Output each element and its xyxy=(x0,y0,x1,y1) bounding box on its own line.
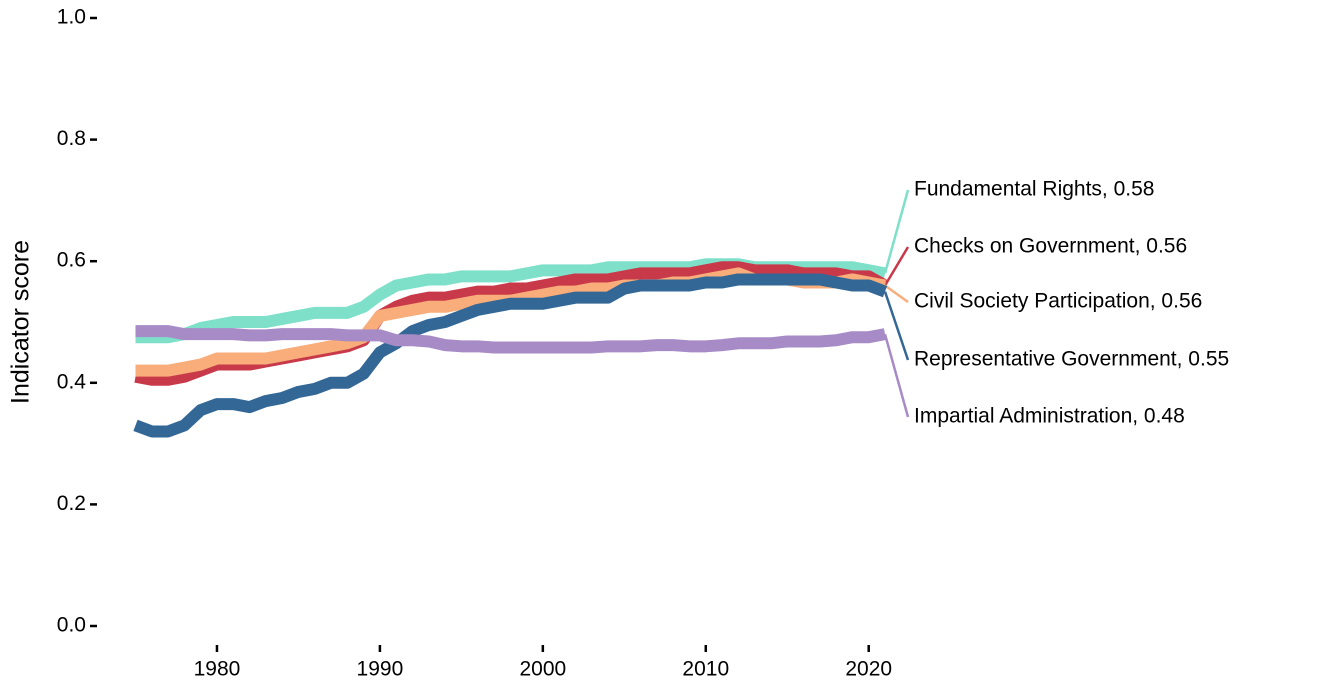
series-label: Representative Government, 0.55 xyxy=(914,348,1229,371)
leader-line xyxy=(883,246,910,287)
y-tick-label: 0.8 xyxy=(57,127,86,150)
x-tick-label: 2020 xyxy=(845,658,892,681)
leader-line xyxy=(884,284,909,304)
y-tick-label: 1.0 xyxy=(57,6,86,29)
y-tick-label: 0.2 xyxy=(57,492,86,515)
series-label: Checks on Government, 0.56 xyxy=(914,235,1187,258)
x-tick-label: 2010 xyxy=(682,658,729,681)
y-tick-label: 0.4 xyxy=(57,370,87,393)
leader-line xyxy=(883,291,910,361)
y-tick-label: 0.6 xyxy=(57,249,86,272)
series-label: Impartial Administration, 0.48 xyxy=(914,405,1185,428)
series-label: Fundamental Rights, 0.58 xyxy=(914,178,1154,201)
leader-line xyxy=(883,189,910,274)
series-line xyxy=(135,325,887,354)
x-tick-label: 2000 xyxy=(519,658,566,681)
series-line xyxy=(133,273,888,438)
y-axis-label: Indicator score xyxy=(7,240,35,404)
series-label: Civil Society Participation, 0.56 xyxy=(914,290,1202,313)
y-tick-label: 0.0 xyxy=(57,614,86,637)
x-tick-label: 1990 xyxy=(357,658,404,681)
x-tick-label: 1980 xyxy=(194,658,241,681)
leader-line xyxy=(883,333,910,418)
